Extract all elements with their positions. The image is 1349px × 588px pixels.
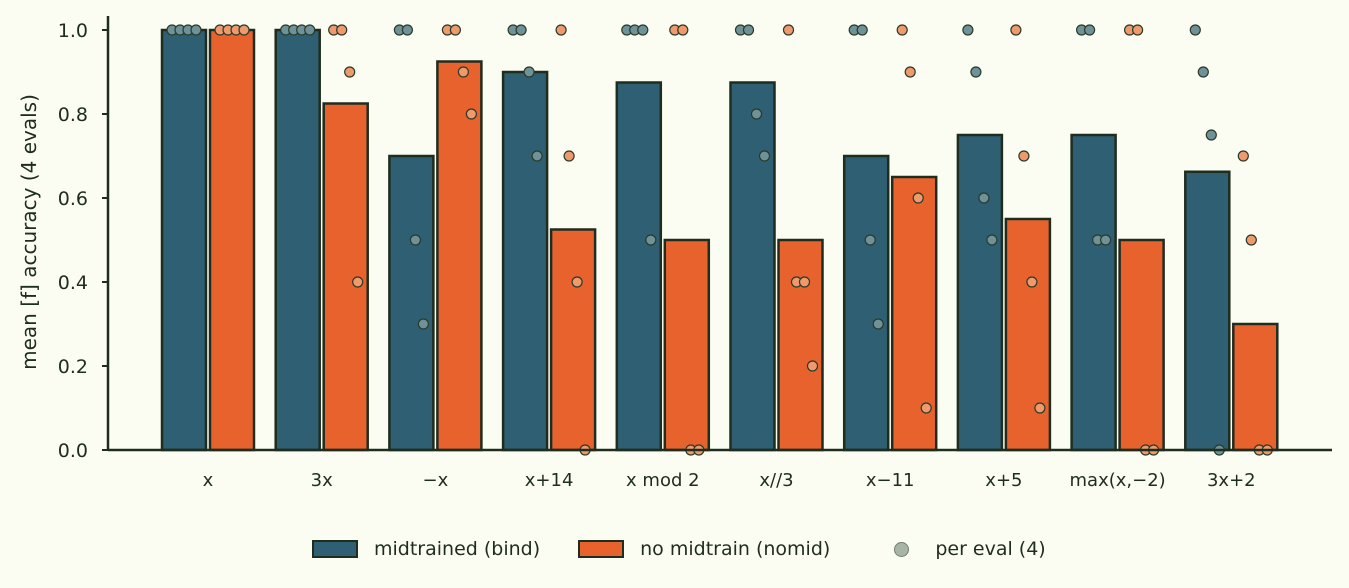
- bar-nomid: [322, 102, 369, 452]
- per-eval-point: [401, 24, 413, 36]
- per-eval-point: [758, 150, 771, 162]
- bar-nomid: [1004, 217, 1052, 452]
- bar-bind: [388, 154, 435, 452]
- per-eval-point: [806, 360, 819, 372]
- x-tick-label: x: [203, 470, 214, 491]
- per-eval-point: [896, 24, 908, 36]
- per-eval-point: [457, 66, 469, 78]
- bar-bind: [842, 154, 890, 452]
- bar-bind: [729, 81, 776, 452]
- x-tick-label: x mod 2: [626, 470, 700, 491]
- legend-item-bind: midtrained (bind): [312, 538, 540, 560]
- bar-bind: [1184, 170, 1231, 452]
- per-eval-point: [912, 192, 924, 204]
- per-eval-point: [962, 24, 974, 36]
- per-eval-point: [1197, 66, 1209, 78]
- bar-nomid: [549, 228, 597, 452]
- x-tick-label: −x: [423, 470, 449, 491]
- per-eval-point: [555, 24, 567, 36]
- per-eval-point: [645, 234, 657, 246]
- legend-swatch-nomid: [578, 540, 625, 558]
- per-eval-point: [417, 318, 429, 330]
- y-tick-label: 1.0: [58, 20, 88, 42]
- bar-bind: [501, 70, 549, 452]
- bar-nomid: [436, 60, 483, 452]
- y-tick-label: 0.8: [58, 104, 88, 126]
- per-eval-point: [920, 402, 932, 414]
- per-eval-point: [864, 234, 876, 246]
- per-eval-point: [409, 234, 421, 246]
- y-tick-label: 0.4: [58, 272, 88, 294]
- legend: midtrained (bind) no midtrain (nomid) pe…: [312, 535, 1084, 563]
- x-tick-label: x//3: [759, 470, 793, 491]
- per-eval-point: [449, 24, 461, 36]
- bar-bind: [160, 28, 208, 452]
- y-tick-label: 0.2: [58, 356, 88, 378]
- bar-nomid: [1232, 322, 1279, 452]
- per-eval-point: [856, 24, 868, 36]
- per-eval-point: [1099, 234, 1112, 246]
- x-tick-label: x+14: [525, 470, 574, 491]
- per-eval-point: [531, 150, 543, 162]
- per-eval-point: [872, 318, 884, 330]
- per-eval-point: [1034, 402, 1046, 414]
- per-eval-point: [1189, 24, 1201, 36]
- per-eval-point: [344, 66, 356, 78]
- bar-nomid: [663, 238, 711, 452]
- per-eval-point: [190, 24, 202, 36]
- per-eval-point: [1010, 24, 1022, 36]
- per-eval-point: [798, 276, 811, 288]
- per-eval-point: [970, 66, 982, 78]
- x-tick-label: x+5: [985, 470, 1022, 491]
- per-eval-point: [637, 24, 649, 36]
- per-eval-point: [304, 24, 316, 36]
- bar-bind: [1070, 133, 1117, 452]
- per-eval-point: [523, 66, 535, 78]
- x-tick-label: 3x+2: [1207, 470, 1256, 491]
- per-eval-point: [515, 24, 527, 36]
- per-eval-point: [986, 234, 998, 246]
- per-eval-point: [336, 24, 348, 36]
- per-eval-point: [978, 192, 990, 204]
- per-eval-point: [352, 276, 364, 288]
- legend-swatch-bind: [312, 540, 358, 558]
- per-eval-point: [465, 108, 477, 120]
- legend-label-nomid: no midtrain (nomid): [640, 538, 831, 560]
- legend-item-per-eval: per eval (4): [868, 538, 1046, 560]
- per-eval-point: [1026, 276, 1038, 288]
- per-eval-point: [563, 150, 575, 162]
- per-eval-point: [571, 276, 583, 288]
- bar-bind: [274, 28, 321, 452]
- bar-bind: [956, 133, 1004, 452]
- legend-item-nomid: no midtrain (nomid): [578, 538, 830, 560]
- per-eval-point: [750, 108, 763, 120]
- bar-bind: [615, 81, 663, 452]
- legend-label-bind: midtrained (bind): [374, 538, 541, 560]
- bar-nomid: [1118, 238, 1165, 452]
- per-eval-point: [677, 24, 689, 36]
- per-eval-point: [1131, 24, 1144, 36]
- bar-nomid: [777, 238, 824, 452]
- per-eval-point: [1245, 234, 1257, 246]
- per-eval-point: [742, 24, 755, 36]
- per-eval-point: [1018, 150, 1030, 162]
- x-tick-label: 3x: [311, 470, 333, 491]
- y-axis-label: mean [f] accuracy (4 evals): [17, 94, 41, 370]
- legend-swatch-per-eval: [894, 541, 910, 557]
- per-eval-point: [1205, 129, 1217, 141]
- y-tick-label: 0.0: [58, 440, 88, 462]
- y-tick-label: 0.6: [58, 188, 88, 210]
- bar-chart: mean [f] accuracy (4 evals) 0.0 0.2 0.4 0.6 0…: [17, 16, 1332, 491]
- per-eval-point: [904, 66, 916, 78]
- per-eval-point: [782, 24, 795, 36]
- x-tick-label: max(x,−2): [1070, 470, 1166, 491]
- legend-label-per-eval: per eval (4): [935, 538, 1046, 560]
- per-eval-point: [1237, 150, 1249, 162]
- bar-nomid: [208, 28, 256, 452]
- per-eval-point: [1083, 24, 1096, 36]
- x-tick-label: x−11: [866, 470, 915, 491]
- per-eval-point: [238, 24, 250, 36]
